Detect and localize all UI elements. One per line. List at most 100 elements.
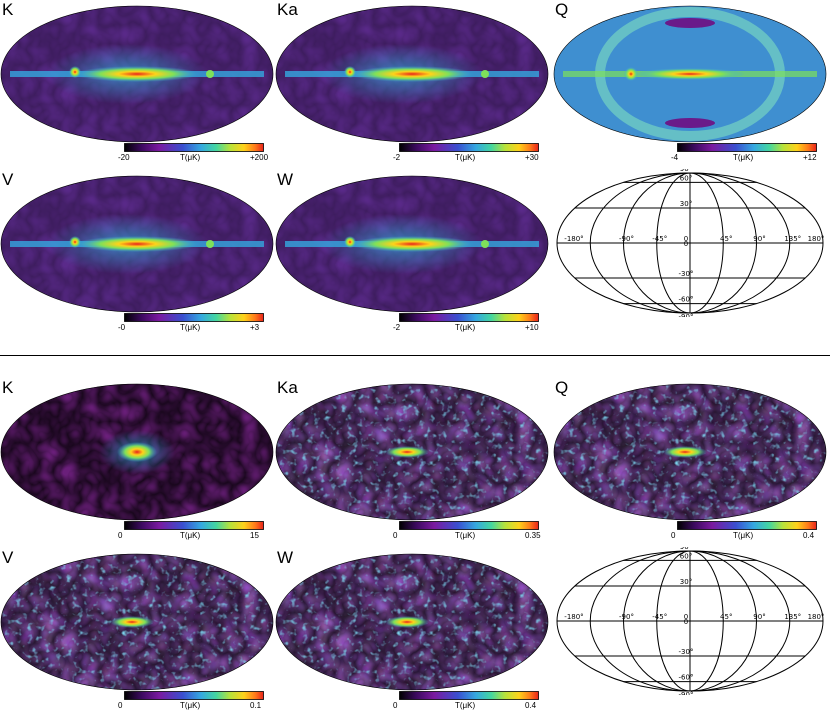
colorbar-min-label: 0 bbox=[118, 531, 123, 540]
longitude-label: 180° bbox=[808, 235, 825, 243]
colorbar bbox=[677, 143, 817, 152]
longitude-label: -45° bbox=[652, 235, 667, 243]
sky-map-panel-k: K -20 T(μK) +200 bbox=[0, 0, 276, 168]
colorbar-unit-label: T(μK) bbox=[733, 531, 754, 540]
sky-map-panel-q: Q -4 T(μK) +12 bbox=[553, 0, 829, 168]
colorbar bbox=[124, 521, 264, 530]
colorbar bbox=[124, 691, 264, 700]
band-label: Ka bbox=[277, 378, 298, 397]
longitude-label: 0 bbox=[684, 235, 688, 243]
latitude-label: 0 bbox=[684, 240, 688, 248]
mollweide-sky-map bbox=[0, 175, 274, 318]
colorbar bbox=[124, 143, 264, 152]
mollweide-sky-map bbox=[0, 383, 274, 526]
band-label: V bbox=[2, 548, 14, 567]
colorbar-min-label: 0 bbox=[393, 701, 398, 710]
longitude-label: 90° bbox=[753, 613, 765, 621]
colorbar-max-label: +30 bbox=[525, 153, 539, 162]
longitude-label: -45° bbox=[652, 613, 667, 621]
longitude-label: 45° bbox=[720, 235, 732, 243]
coordinate-grid-diagram: 90° 60° 30° 0 -30° -60° -90° -180° -90° -45° 0 45° 9… bbox=[553, 165, 827, 322]
longitude-label: -90° bbox=[619, 613, 634, 621]
sky-map-panel-w: W -2 T(μK) +10 bbox=[275, 170, 551, 338]
colorbar bbox=[399, 313, 539, 322]
colorbar-unit-label: T(μK) bbox=[733, 153, 754, 162]
latitude-label: -60° bbox=[679, 674, 694, 682]
latitude-label: 90° bbox=[680, 169, 692, 173]
latitude-label: 60° bbox=[680, 552, 692, 560]
colorbar bbox=[399, 521, 539, 530]
colorbar bbox=[677, 521, 817, 530]
mollweide-sky-map bbox=[553, 383, 827, 526]
colorbar-unit-label: T(μK) bbox=[180, 323, 201, 332]
latitude-label: -30° bbox=[679, 648, 694, 656]
colorbar-max-label: 15 bbox=[250, 531, 259, 540]
sky-map-panel-w: W 0 T(μK) 0.4 bbox=[275, 548, 551, 716]
colorbar-unit-label: T(μK) bbox=[455, 701, 476, 710]
colorbar-max-label: +3 bbox=[250, 323, 260, 332]
colorbar-min-label: -0 bbox=[118, 323, 126, 332]
colorbar-max-label: 0.4 bbox=[525, 701, 537, 710]
sky-map-panel-v: V -0 T(μK) +3 bbox=[0, 170, 276, 338]
band-label: V bbox=[2, 170, 14, 189]
mollweide-sky-map bbox=[275, 5, 549, 148]
latitude-label: -90° bbox=[679, 313, 694, 317]
latitude-label: -90° bbox=[679, 691, 694, 695]
band-label: W bbox=[277, 170, 294, 189]
coordinate-grid-diagram: 90° 60° 30° 0 -30° -60° -90° -180° -90° -45° 0 45° 9… bbox=[553, 543, 827, 700]
colorbar-unit-label: T(μK) bbox=[455, 323, 476, 332]
mollweide-sky-map bbox=[275, 175, 549, 318]
sky-map-panel-v: V 0 T(μK) 0.1 bbox=[0, 548, 276, 716]
band-label: Q bbox=[555, 0, 569, 19]
latitude-label: 0 bbox=[684, 618, 688, 626]
colorbar-max-label: 0.35 bbox=[525, 531, 541, 540]
longitude-label: -90° bbox=[619, 235, 634, 243]
colorbar-min-label: 0 bbox=[671, 531, 676, 540]
longitude-label: 135° bbox=[784, 613, 801, 621]
band-label: W bbox=[277, 548, 294, 567]
latitude-label: 30° bbox=[680, 578, 692, 586]
longitude-label: 135° bbox=[784, 235, 801, 243]
section-divider bbox=[0, 355, 830, 356]
colorbar-max-label: 0.1 bbox=[250, 701, 262, 710]
colorbar-unit-label: T(μK) bbox=[180, 531, 201, 540]
longitude-label: 180° bbox=[808, 613, 825, 621]
mollweide-sky-map bbox=[553, 5, 827, 148]
colorbar-min-label: -2 bbox=[393, 153, 401, 162]
sky-map-panel-ka: Ka -2 T(μK) +30 bbox=[275, 0, 551, 168]
mollweide-sky-map bbox=[0, 553, 274, 696]
mollweide-sky-map bbox=[0, 5, 274, 148]
latitude-label: -30° bbox=[679, 270, 694, 278]
longitude-label: 45° bbox=[720, 613, 732, 621]
colorbar-unit-label: T(μK) bbox=[455, 153, 476, 162]
latitude-label: 30° bbox=[680, 200, 692, 208]
band-label: Ka bbox=[277, 0, 298, 19]
longitude-label: 0 bbox=[684, 613, 688, 621]
sky-map-panel-k: K 0 T(μK) 15 bbox=[0, 378, 276, 546]
sky-map-panel-q: Q 0 T(μK) 0.4 bbox=[553, 378, 829, 546]
mollweide-sky-map bbox=[275, 383, 549, 526]
colorbar-unit-label: T(μK) bbox=[180, 153, 201, 162]
colorbar-unit-label: T(μK) bbox=[455, 531, 476, 540]
colorbar-min-label: 0 bbox=[393, 531, 398, 540]
colorbar-min-label: -20 bbox=[118, 153, 130, 162]
colorbar-min-label: -4 bbox=[671, 153, 679, 162]
mollweide-sky-map bbox=[275, 553, 549, 696]
longitude-label: 90° bbox=[753, 235, 765, 243]
band-label: K bbox=[2, 378, 14, 397]
colorbar-max-label: 0.4 bbox=[803, 531, 815, 540]
latitude-label: 90° bbox=[680, 547, 692, 551]
sky-map-panel-ka: Ka 0 T(μK) 0.35 bbox=[275, 378, 551, 546]
longitude-label: -180° bbox=[564, 613, 583, 621]
colorbar-max-label: +10 bbox=[525, 323, 539, 332]
colorbar-max-label: +200 bbox=[250, 153, 269, 162]
colorbar bbox=[399, 143, 539, 152]
band-label: K bbox=[2, 0, 14, 19]
band-label: Q bbox=[555, 378, 569, 397]
longitude-label: -180° bbox=[564, 235, 583, 243]
latitude-label: 60° bbox=[680, 174, 692, 182]
colorbar-min-label: 0 bbox=[118, 701, 123, 710]
colorbar-unit-label: T(μK) bbox=[180, 701, 201, 710]
colorbar bbox=[124, 313, 264, 322]
colorbar-min-label: -2 bbox=[393, 323, 401, 332]
